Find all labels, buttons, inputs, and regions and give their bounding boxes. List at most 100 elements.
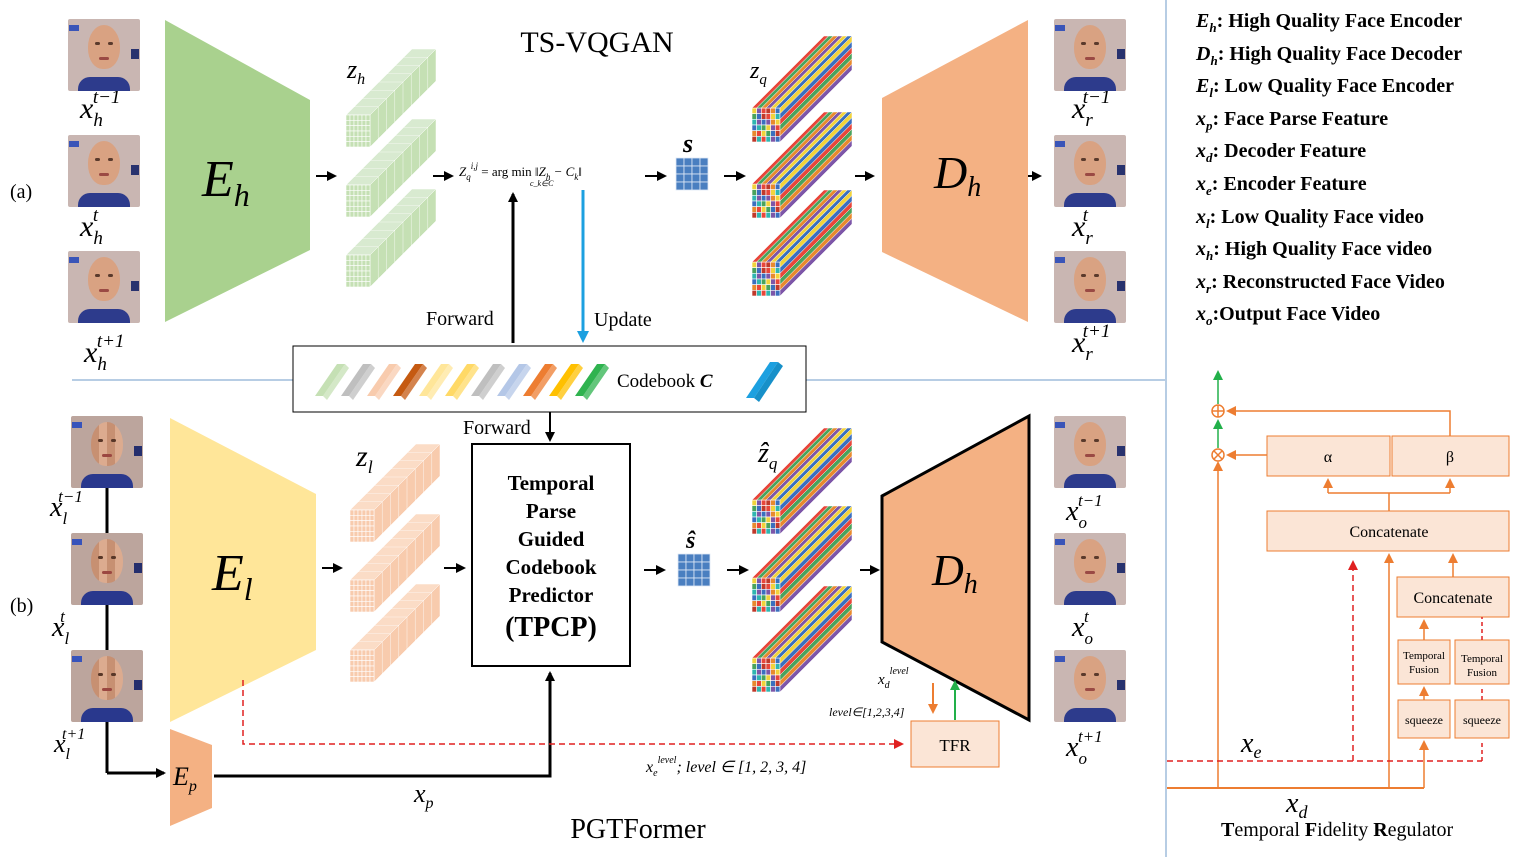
s-hat-label: ŝ [685, 528, 696, 554]
alpha-label: α [1324, 449, 1333, 466]
decoder-dh-label: Dh [933, 147, 981, 203]
zl-feature-stacks [349, 443, 441, 683]
tpcp-line: Parse [526, 499, 576, 523]
legend-symbol: xh [1196, 238, 1214, 264]
reconstructed-frame [1054, 251, 1126, 323]
codebook-entry-side [505, 364, 531, 400]
legend-symbol: xp [1196, 107, 1213, 133]
codebook-entry-side [349, 364, 375, 400]
grid-cell [699, 157, 709, 167]
multiply-operator-b [1213, 450, 1223, 460]
tpcp-line: Guided [518, 527, 585, 551]
zl-stack [349, 513, 441, 613]
tfr-detail-panel: α β Concatenate Concatenate Temporal Fusi… [1167, 370, 1510, 841]
update-label: Update [594, 309, 652, 331]
grid-cell [677, 569, 687, 579]
grid-cell [685, 553, 695, 563]
grid-cell [699, 181, 709, 191]
temporal-fusion-2-label: Temporal Fusion [1461, 653, 1503, 679]
tpcp-label: Temporal Parse Guided Codebook Predictor (TPC… [505, 471, 597, 643]
zq-hat-label: ẑq [757, 438, 778, 473]
codebook-entry [393, 364, 423, 396]
legend-symbol: Dh [1196, 42, 1218, 68]
decoder-dh-block-b [880, 413, 1031, 723]
zl-label: zl [355, 440, 373, 477]
zl-stack [349, 583, 441, 683]
ts-vqgan-title: TS-VQGAN [520, 26, 673, 59]
codebook-entry [549, 364, 579, 396]
grid-cell [683, 181, 693, 191]
reconstructed-frame [1054, 19, 1126, 91]
xl-t-label: xlt [51, 607, 69, 648]
grid-cell [693, 561, 703, 571]
formula-argmin-subscript: c_k∈C [530, 179, 554, 188]
grid-cell [691, 181, 701, 191]
grid-cell [699, 173, 709, 183]
tpcp-line: (TPCP) [505, 612, 597, 643]
forward-label-mid: Forward [463, 417, 531, 439]
codebook-entry-side [453, 364, 479, 400]
quantization-formula: Zqi,j = arg min ‖Zh − Ck‖ [459, 161, 582, 182]
grid-cell [675, 181, 685, 191]
legend-text: : Encoder Feature [1211, 173, 1367, 195]
xe-detail-label: xe [1240, 728, 1261, 762]
grid-cell [683, 157, 693, 167]
grid-cell [685, 577, 695, 587]
grid-cell [677, 561, 687, 571]
legend-subscript: h [1209, 20, 1217, 35]
concatenate-top-box [1266, 510, 1510, 552]
pgtformer-title: PGTFormer [570, 814, 706, 845]
zq-stack [751, 111, 853, 219]
zh-stack [345, 48, 437, 148]
legend-subscript: l [1209, 85, 1213, 101]
codebook-entry [497, 364, 527, 396]
legend-subscript: r [1206, 280, 1212, 296]
codebook-entry-side [375, 364, 401, 400]
xd-level-label: xdlevel [877, 666, 909, 691]
xr-t-plus-1-label: xrt+1 [1071, 321, 1110, 365]
grid-cell [683, 165, 693, 175]
grid-cell [701, 553, 711, 563]
legend-symbol: El [1196, 75, 1213, 101]
grid-cell [701, 569, 711, 579]
grid-cell [691, 157, 701, 167]
grid-cell [691, 173, 701, 183]
legend-symbol: Eh [1196, 10, 1217, 35]
output-frame [1054, 416, 1126, 488]
codebook-entry-side [479, 364, 505, 400]
legend-item: xo:Output Face Video [1196, 303, 1380, 329]
grid-cell [693, 577, 703, 587]
encoder-ep-label: Ep [172, 762, 197, 795]
grid-cell [683, 173, 693, 183]
s-index-grid [675, 157, 709, 191]
legend-subscript: o [1206, 313, 1213, 329]
codebook-entry [445, 364, 475, 396]
zq-hat-stack [751, 427, 853, 535]
codebook-entry-side [583, 364, 609, 400]
legend-subscript: h [1206, 248, 1214, 264]
legend-item: Eh: High Quality Face Encoder [1196, 10, 1462, 36]
xo-t-plus-1-label: xot+1 [1065, 727, 1103, 768]
codebook-entry [471, 364, 501, 396]
xo-t-minus-1-label: xot−1 [1065, 491, 1103, 532]
legend-subscript: h [1210, 52, 1218, 68]
xl-t-plus-1-label: xlt+1 [53, 726, 85, 763]
codebook-entry [523, 364, 553, 396]
grid-cell [677, 553, 687, 563]
section-a-label: (a) [10, 181, 32, 203]
codebook-entry [575, 364, 605, 396]
squeeze-1-box [1397, 699, 1451, 739]
codebook-entry-side [323, 364, 349, 400]
lq-input-frame [71, 533, 143, 605]
xp-arrow [214, 671, 555, 778]
hq-input-frame [68, 251, 140, 323]
legend-item: El: Low Quality Face Encoder [1196, 75, 1454, 101]
legend-subscript: p [1206, 117, 1213, 133]
lq-input-frame [71, 650, 143, 722]
zq-hat-stack [751, 505, 853, 613]
legend-text: :Output Face Video [1212, 303, 1381, 326]
xr-t-minus-1-label: xrt−1 [1071, 87, 1110, 131]
legend-text: : Low Quality Face Encoder [1212, 75, 1455, 98]
zq-hat-stack [751, 585, 853, 693]
xh-t-plus-1-label: xht+1 [83, 331, 124, 375]
